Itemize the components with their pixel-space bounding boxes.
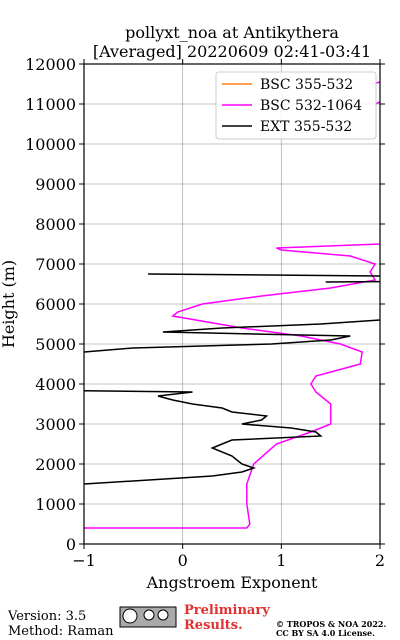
- y-tick-label: 12000: [25, 55, 76, 74]
- y-tick-label: 11000: [25, 95, 76, 114]
- y-tick-label: 0: [66, 535, 76, 554]
- legend-label: BSC 532-1064: [260, 98, 362, 114]
- y-axis-label: Height (m): [0, 260, 18, 348]
- legend-label: BSC 355-532: [260, 77, 353, 93]
- plot-frame: [83, 63, 381, 545]
- profile-line: [84, 81, 380, 529]
- y-tick-label: 10000: [25, 135, 76, 154]
- legend-label: EXT 355-532: [260, 119, 352, 135]
- method: Method: Raman: [8, 624, 114, 639]
- y-tick-label: 6000: [35, 295, 76, 314]
- profile-line: [84, 273, 380, 485]
- x-axis-label: Angstroem Exponent: [146, 573, 318, 592]
- chart-title: pollyxt_noa at Antikythera: [125, 23, 339, 42]
- results: Results.: [184, 618, 243, 633]
- y-tick-label: 9000: [35, 175, 76, 194]
- license: CC BY SA 4.0 License.: [276, 628, 375, 638]
- x-tick-label: 1: [276, 551, 286, 570]
- y-tick-label: 3000: [35, 415, 76, 434]
- y-tick-label: 8000: [35, 215, 76, 234]
- y-tick-label: 7000: [35, 255, 76, 274]
- copyright: © TROPOS & NOA 2022.: [276, 619, 386, 629]
- x-tick-label: 2: [375, 551, 385, 570]
- x-tick-label: 0: [178, 551, 188, 570]
- y-tick-label: 2000: [35, 455, 76, 474]
- preliminary: Preliminary: [184, 603, 270, 618]
- y-tick-label: 4000: [35, 375, 76, 394]
- cc-badge: [119, 606, 177, 628]
- x-tick-label: −1: [72, 551, 96, 570]
- legend-box: [215, 71, 377, 140]
- version: Version: 3.5: [7, 609, 86, 624]
- chart-subtitle: [Averaged] 20220609 02:41-03:41: [93, 42, 371, 61]
- y-tick-label: 1000: [35, 495, 76, 514]
- y-tick-label: 5000: [35, 335, 76, 354]
